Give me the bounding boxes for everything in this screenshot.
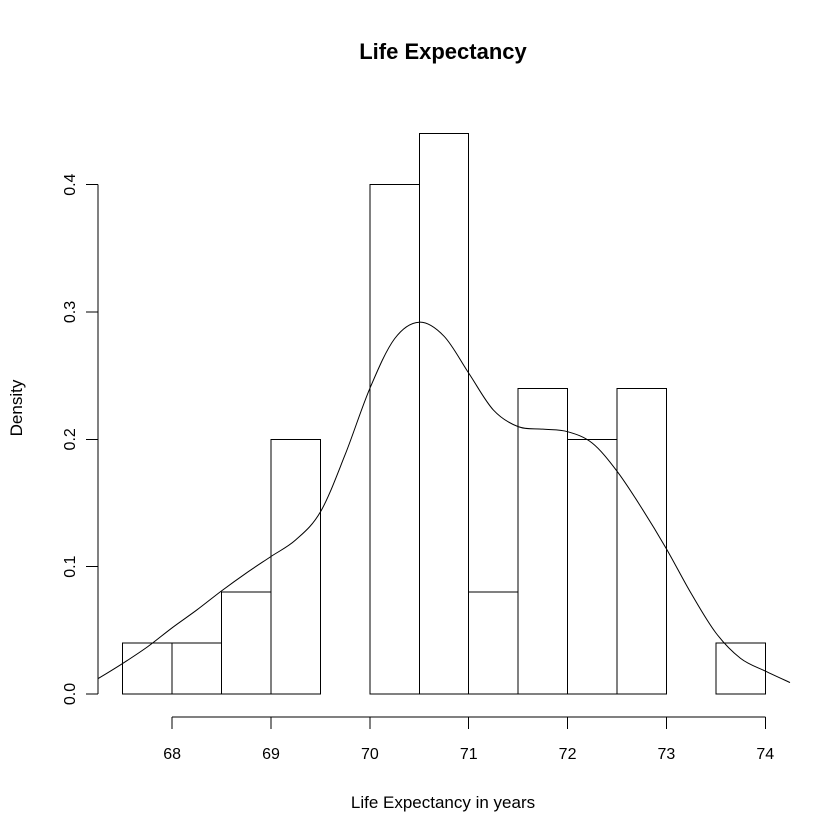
y-tick-label-0: 0.0 <box>62 683 79 705</box>
y-tick-label-0-2: 0.2 <box>62 428 79 450</box>
y-tick-label-0-4: 0.4 <box>62 173 79 195</box>
histogram-bar-8 <box>468 591 519 695</box>
histogram-bar-9 <box>517 387 569 695</box>
axes: 68 69 70 71 72 73 74 0.0 0.1 0.2 0.3 0.4 <box>62 173 774 763</box>
x-axis-label: Life Expectancy in years <box>351 793 535 812</box>
x-tick-label-71: 71 <box>460 746 478 763</box>
histogram-bar-6 <box>369 184 420 695</box>
density-curve <box>97 321 791 683</box>
x-tick-label-74: 74 <box>756 746 774 763</box>
histogram-bar-10 <box>567 438 618 695</box>
histogram-bar-13 <box>715 642 766 695</box>
x-tick-label-69: 69 <box>262 746 280 763</box>
y-tick-label-0-1: 0.1 <box>62 555 79 577</box>
histogram-bar-1 <box>122 642 173 695</box>
chart-title: Life Expectancy <box>359 39 527 64</box>
x-tick-label-68: 68 <box>163 746 181 763</box>
y-axis-label: Density <box>7 379 26 436</box>
histogram-bar-2 <box>171 642 223 695</box>
x-tick-label-70: 70 <box>361 746 379 763</box>
x-tick-label-72: 72 <box>559 746 577 763</box>
x-tick-label-73: 73 <box>658 746 676 763</box>
histogram-bar-7 <box>418 133 470 695</box>
histogram-bar-4 <box>270 438 321 695</box>
histogram-bar-3 <box>221 591 272 695</box>
y-tick-label-0-3: 0.3 <box>62 301 79 323</box>
histogram-bars <box>122 133 766 695</box>
histogram-bar-11 <box>616 387 667 695</box>
